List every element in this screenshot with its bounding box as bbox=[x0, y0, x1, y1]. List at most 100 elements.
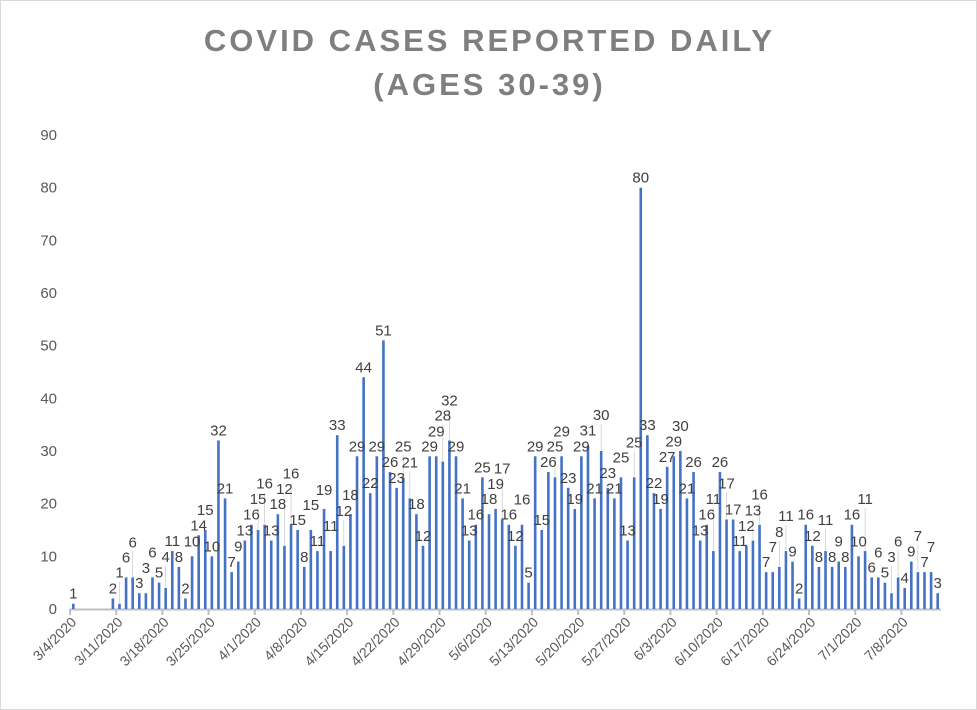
data-label: 32 bbox=[210, 422, 227, 439]
data-label: 16 bbox=[797, 507, 814, 524]
bar bbox=[784, 551, 788, 609]
data-label: 17 bbox=[494, 460, 511, 477]
y-tick-label: 50 bbox=[40, 338, 57, 355]
data-label: 16 bbox=[500, 507, 517, 524]
data-label: 4 bbox=[901, 570, 909, 587]
bar bbox=[335, 435, 339, 609]
x-tick-label: 4/22/2020 bbox=[347, 614, 403, 670]
bar bbox=[283, 545, 286, 609]
bar bbox=[659, 508, 662, 609]
data-label: 1 bbox=[69, 586, 77, 603]
data-label: 10 bbox=[850, 533, 867, 550]
data-label: 13 bbox=[263, 523, 280, 540]
data-label: 31 bbox=[580, 423, 597, 440]
data-label: 5 bbox=[524, 565, 532, 582]
data-label: 44 bbox=[355, 359, 372, 376]
bar bbox=[883, 582, 887, 609]
data-label: 23 bbox=[560, 470, 577, 487]
bar bbox=[236, 561, 240, 609]
data-label: 26 bbox=[712, 454, 729, 471]
data-label: 11 bbox=[778, 508, 794, 525]
data-label: 19 bbox=[652, 491, 669, 508]
bar bbox=[164, 587, 167, 609]
bar bbox=[553, 477, 557, 609]
x-tick-label: 7/1/2020 bbox=[815, 614, 865, 664]
bar bbox=[302, 566, 306, 609]
data-label: 7 bbox=[762, 554, 770, 571]
x-tick-label: 4/29/2020 bbox=[394, 614, 450, 670]
bar bbox=[797, 598, 801, 609]
data-label: 3 bbox=[887, 549, 895, 566]
bar bbox=[533, 456, 537, 609]
data-label: 14 bbox=[190, 517, 207, 534]
bar bbox=[599, 451, 603, 609]
chart-title-line2: (AGES 30-39) bbox=[373, 67, 606, 102]
data-label: 5 bbox=[881, 565, 889, 582]
data-label: 8 bbox=[841, 549, 849, 566]
bar bbox=[177, 566, 181, 609]
bar bbox=[289, 524, 293, 609]
data-label: 13 bbox=[745, 503, 762, 520]
bar bbox=[448, 440, 451, 609]
data-label: 8 bbox=[300, 549, 308, 566]
y-tick-label: 0 bbox=[49, 601, 57, 618]
bar bbox=[652, 493, 656, 609]
bar bbox=[349, 514, 352, 609]
bar bbox=[850, 524, 854, 609]
data-label: 8 bbox=[175, 549, 183, 566]
data-label: 25 bbox=[474, 459, 491, 476]
bar bbox=[896, 577, 900, 609]
bar bbox=[131, 577, 134, 609]
data-label: 3 bbox=[142, 560, 150, 577]
bar bbox=[362, 377, 365, 609]
bar bbox=[751, 540, 755, 609]
bar bbox=[368, 493, 372, 609]
data-label: 80 bbox=[632, 170, 649, 187]
bar bbox=[190, 556, 194, 609]
data-label: 16 bbox=[844, 507, 861, 524]
x-tick-label: 4/1/2020 bbox=[214, 614, 264, 664]
bar bbox=[910, 561, 913, 609]
data-label: 12 bbox=[804, 528, 821, 545]
bar bbox=[342, 545, 346, 609]
data-label: 2 bbox=[109, 580, 117, 597]
bar bbox=[520, 524, 524, 609]
data-label: 33 bbox=[639, 417, 656, 434]
y-tick-label: 30 bbox=[40, 443, 57, 460]
bar bbox=[223, 498, 227, 609]
bar bbox=[778, 566, 781, 609]
x-tick-label: 5/13/2020 bbox=[486, 614, 542, 670]
bar bbox=[401, 477, 405, 609]
bar bbox=[118, 603, 121, 609]
data-label: 6 bbox=[122, 549, 130, 566]
x-tick-label: 7/8/2020 bbox=[861, 614, 911, 664]
data-label: 22 bbox=[362, 475, 379, 492]
bar bbox=[698, 540, 702, 609]
data-label: 16 bbox=[467, 507, 484, 524]
y-tick-label: 40 bbox=[40, 390, 57, 407]
bar bbox=[243, 540, 247, 609]
bar bbox=[811, 545, 814, 609]
bar bbox=[144, 593, 148, 609]
data-label: 29 bbox=[527, 438, 544, 455]
bar bbox=[408, 498, 412, 609]
data-label: 26 bbox=[540, 454, 557, 471]
bar bbox=[712, 551, 715, 609]
bar bbox=[665, 466, 669, 609]
bar bbox=[692, 472, 695, 609]
bar bbox=[263, 524, 266, 609]
data-label: 11 bbox=[857, 491, 873, 508]
data-label: 3 bbox=[934, 575, 942, 592]
bar bbox=[566, 487, 570, 609]
data-label: 9 bbox=[835, 534, 843, 551]
y-tick-label: 60 bbox=[40, 285, 57, 302]
data-label: 13 bbox=[461, 523, 478, 540]
data-label: 21 bbox=[606, 480, 623, 497]
bar bbox=[210, 556, 214, 609]
data-label: 12 bbox=[507, 528, 524, 545]
bar bbox=[184, 598, 187, 609]
data-label: 11 bbox=[323, 518, 339, 535]
bar bbox=[382, 340, 385, 609]
data-label: 6 bbox=[148, 544, 156, 561]
data-label: 17 bbox=[725, 501, 742, 518]
